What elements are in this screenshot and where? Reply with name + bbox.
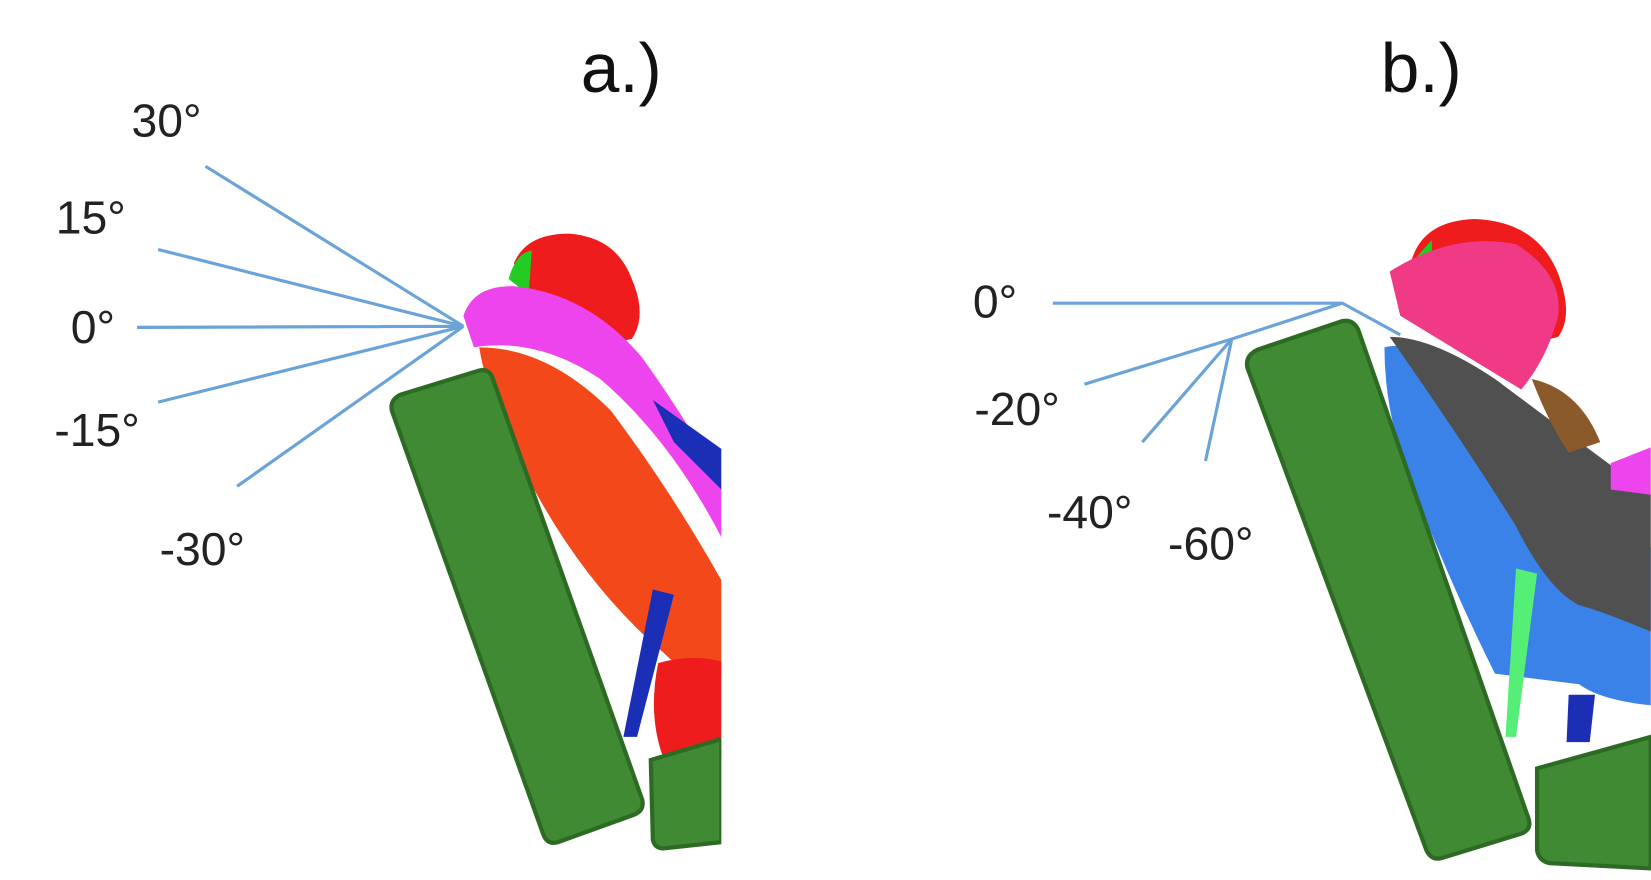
angle-label: 30° — [132, 94, 202, 146]
angle-label: -15° — [54, 404, 139, 456]
panel-a: a.) 30° 15° 0° -15° -30° — [54, 29, 726, 848]
figure: a.) 30° 15° 0° -15° -30° b.) 0° -20° -40… — [0, 0, 1651, 880]
panel-label: b.) — [1381, 29, 1462, 107]
angle-label: -20° — [974, 383, 1059, 435]
angle-label: 0° — [71, 301, 115, 353]
panel-b: b.) 0° -20° -40° -60° — [973, 29, 1651, 868]
angle-label: 0° — [973, 275, 1017, 327]
panel-label: a.) — [581, 29, 662, 107]
angle-label: 15° — [56, 191, 126, 243]
model-b — [1247, 219, 1651, 868]
angle-label: -40° — [1047, 486, 1132, 538]
angle-label: -30° — [160, 523, 245, 575]
angle-label: -60° — [1168, 518, 1253, 570]
page: a.) 30° 15° 0° -15° -30° b.) 0° -20° -40… — [0, 0, 1651, 880]
